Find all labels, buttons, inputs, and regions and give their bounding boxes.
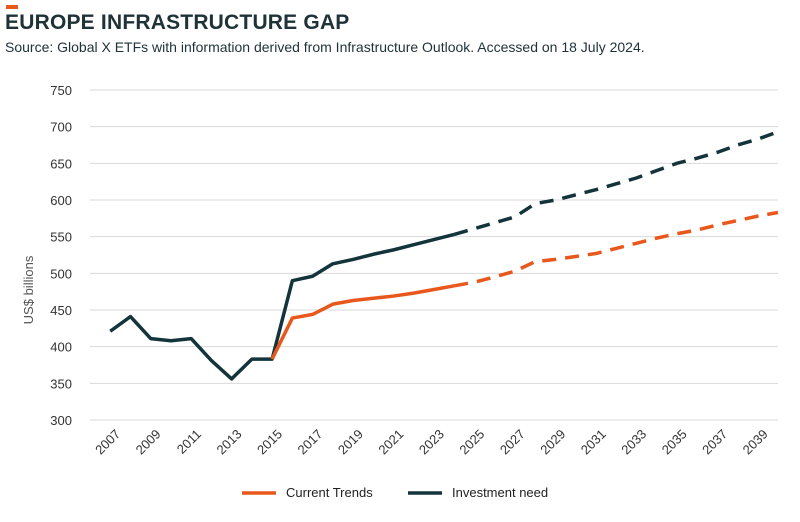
y-axis-ticks: 300 350 400 450 500 550 600 650 700 750 <box>50 83 72 428</box>
x-tick-label: 2017 <box>294 426 325 457</box>
x-tick-label: 2031 <box>578 426 609 457</box>
grid-lines <box>90 89 778 421</box>
x-tick-label: 2037 <box>699 426 730 457</box>
chart-subtitle: Source: Global X ETFs with information d… <box>5 39 645 55</box>
y-tick-label: 300 <box>50 413 72 428</box>
x-tick-label: 2033 <box>618 426 649 457</box>
x-tick-label: 2021 <box>375 426 406 457</box>
x-tick-label: 2019 <box>335 426 366 457</box>
series-line-investment-need-actual <box>109 232 455 381</box>
series-line-current-trends-actual <box>270 284 455 360</box>
x-tick-label: 2023 <box>416 426 447 457</box>
y-tick-label: 650 <box>50 156 72 171</box>
y-tick-label: 550 <box>50 230 72 245</box>
x-tick-label: 2027 <box>497 426 528 457</box>
y-tick-label: 750 <box>50 83 72 98</box>
legend-label-current-trends: Current Trends <box>286 485 373 500</box>
x-tick-label: 2015 <box>254 426 285 457</box>
x-tick-label: 2035 <box>659 426 690 457</box>
x-tick-label: 2013 <box>214 426 245 457</box>
x-tick-label: 2025 <box>456 426 487 457</box>
y-tick-label: 500 <box>50 266 72 281</box>
y-axis-label: US$ billions <box>21 255 36 324</box>
legend-label-investment-need: Investment need <box>452 485 548 500</box>
x-tick-label: 2011 <box>174 426 204 456</box>
y-tick-label: 700 <box>50 120 72 135</box>
y-tick-label: 400 <box>50 340 72 355</box>
series-line-current-trends-forecast <box>453 210 779 288</box>
chart-title: EUROPE INFRASTRUCTURE GAP <box>5 11 350 34</box>
series-line-investment-need-forecast <box>453 130 779 237</box>
x-tick-label: 2007 <box>92 426 123 457</box>
x-tick-label: 2039 <box>740 426 771 457</box>
y-tick-label: 350 <box>50 376 72 391</box>
y-tick-label: 450 <box>50 303 72 318</box>
title-accent-bar <box>6 5 18 9</box>
x-axis-ticks: 2007 2009 2011 2013 2015 2017 2019 2021 2023 2025… <box>92 426 771 457</box>
legend: Current Trends Investment need <box>242 485 548 500</box>
y-tick-label: 600 <box>50 193 72 208</box>
x-tick-label: 2009 <box>133 426 164 457</box>
x-tick-label: 2029 <box>537 426 568 457</box>
series-lines <box>109 130 779 381</box>
